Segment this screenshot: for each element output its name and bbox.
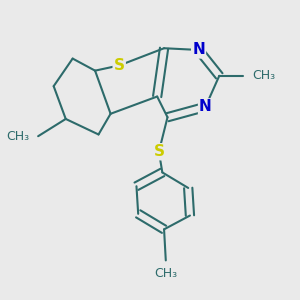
Text: CH₃: CH₃: [6, 130, 29, 143]
Text: S: S: [153, 144, 164, 159]
Text: S: S: [114, 58, 125, 73]
Text: N: N: [199, 99, 212, 114]
Text: CH₃: CH₃: [252, 69, 275, 82]
Text: CH₃: CH₃: [154, 267, 177, 280]
Text: N: N: [192, 43, 205, 58]
